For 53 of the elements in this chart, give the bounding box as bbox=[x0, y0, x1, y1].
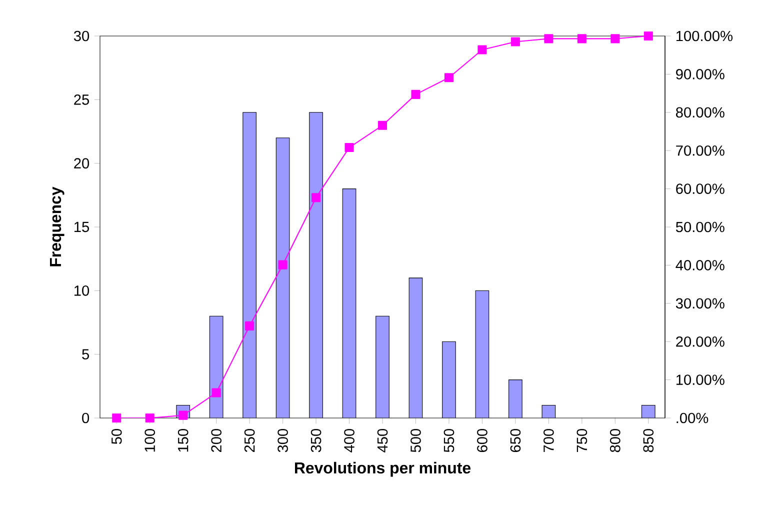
x-tick-label: 850 bbox=[643, 428, 654, 452]
y-axis-title: Frequency bbox=[50, 186, 64, 266]
point bbox=[278, 260, 288, 270]
y-tick-label: 30 bbox=[74, 30, 90, 42]
y2-tick-label: .00% bbox=[676, 412, 708, 424]
y-tick-label: 5 bbox=[82, 349, 90, 360]
x-tick-label: 150 bbox=[178, 428, 188, 452]
x-tick-label: 450 bbox=[377, 428, 388, 452]
point bbox=[212, 388, 221, 398]
y2-tick-label: 40.00% bbox=[676, 260, 724, 270]
x-tick-label: 400 bbox=[344, 428, 354, 452]
x-tick-label: 650 bbox=[510, 428, 521, 452]
x-tick-label: 750 bbox=[576, 428, 588, 452]
y2-tick-label: 50.00% bbox=[676, 222, 724, 232]
y2-tick-label: 20.00% bbox=[676, 336, 724, 347]
point bbox=[544, 34, 554, 44]
x-tick-label: 250 bbox=[244, 428, 255, 452]
y2-tick-label: 90.00% bbox=[676, 69, 724, 80]
x-tick-label: 800 bbox=[610, 428, 620, 452]
y-tick-label: 20 bbox=[74, 158, 90, 169]
point bbox=[245, 321, 254, 330]
x-tick-label: 100 bbox=[144, 428, 156, 452]
y-tick-label: 25 bbox=[74, 94, 90, 105]
y-tick-label: 0 bbox=[82, 412, 90, 424]
point bbox=[378, 120, 388, 130]
y2-tick-label: 10.00% bbox=[676, 374, 724, 385]
x-tick-label: 550 bbox=[444, 428, 454, 452]
y2-tick-label: 60.00% bbox=[676, 184, 724, 194]
point bbox=[344, 143, 354, 152]
point bbox=[145, 413, 154, 423]
x-tick-label: 50 bbox=[111, 428, 122, 444]
point bbox=[312, 193, 321, 202]
x-tick-label: 350 bbox=[310, 428, 322, 452]
point bbox=[444, 73, 454, 82]
point bbox=[411, 90, 420, 99]
x-tick-label: 300 bbox=[278, 428, 288, 452]
y-tick-label: 15 bbox=[74, 222, 90, 232]
y-tick-label: 10 bbox=[74, 286, 90, 296]
y2-tick-label: 80.00% bbox=[676, 107, 724, 118]
point bbox=[112, 413, 122, 423]
point bbox=[577, 34, 586, 44]
x-tick-label: 700 bbox=[544, 428, 554, 452]
x-tick-label: 500 bbox=[410, 428, 421, 452]
point bbox=[478, 45, 487, 54]
point bbox=[610, 34, 620, 44]
point bbox=[644, 31, 653, 41]
x-tick-label: 200 bbox=[211, 428, 222, 452]
point bbox=[510, 37, 520, 46]
y2-tick-label: 70.00% bbox=[676, 145, 724, 156]
y2-tick-label: 100.00% bbox=[676, 30, 733, 42]
x-axis-title: Revolutions per minute bbox=[294, 462, 471, 477]
y2-tick-label: 30.00% bbox=[676, 298, 724, 309]
x-tick-label: 600 bbox=[477, 428, 488, 452]
